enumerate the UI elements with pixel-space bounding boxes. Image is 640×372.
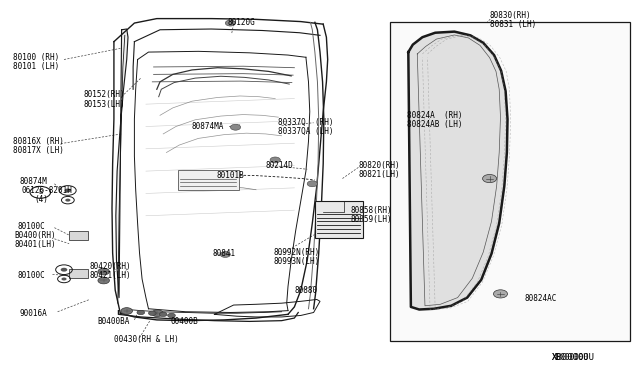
- Text: 80858(RH): 80858(RH): [351, 206, 392, 215]
- Circle shape: [98, 268, 109, 275]
- Bar: [390, 22, 630, 341]
- Text: 80874M: 80874M: [19, 177, 47, 186]
- Text: 80874MA: 80874MA: [192, 122, 225, 131]
- Circle shape: [159, 312, 167, 317]
- Text: 80337QA (LH): 80337QA (LH): [278, 127, 334, 136]
- Circle shape: [137, 310, 145, 315]
- Text: XB00000U: XB00000U: [552, 353, 595, 362]
- Circle shape: [230, 124, 241, 130]
- Text: 80824AB (LH): 80824AB (LH): [407, 120, 463, 129]
- Text: 00400B: 00400B: [170, 317, 198, 326]
- Circle shape: [65, 199, 70, 202]
- Circle shape: [307, 181, 317, 187]
- Circle shape: [493, 290, 508, 298]
- Text: 80993N(LH): 80993N(LH): [273, 257, 319, 266]
- Circle shape: [98, 277, 109, 284]
- Text: 80101 (LH): 80101 (LH): [13, 62, 59, 71]
- Text: 80214D: 80214D: [266, 161, 293, 170]
- Circle shape: [270, 157, 280, 163]
- Text: 80153(LH): 80153(LH): [83, 100, 125, 109]
- Polygon shape: [408, 32, 508, 310]
- Text: 80100C: 80100C: [18, 271, 45, 280]
- Polygon shape: [116, 29, 128, 298]
- Text: 06126-8201H: 06126-8201H: [21, 186, 72, 195]
- Circle shape: [61, 278, 67, 280]
- Text: 80841: 80841: [212, 249, 236, 258]
- Text: 80816X (RH): 80816X (RH): [13, 137, 63, 146]
- Text: 80100C: 80100C: [18, 222, 45, 231]
- Text: 80101B: 80101B: [216, 171, 244, 180]
- Text: 80824A  (RH): 80824A (RH): [407, 111, 463, 120]
- Text: B0400BA: B0400BA: [97, 317, 130, 326]
- Bar: [315, 201, 363, 238]
- Circle shape: [220, 251, 230, 257]
- Bar: [69, 231, 88, 240]
- Circle shape: [225, 20, 236, 26]
- Text: 80880: 80880: [294, 286, 317, 295]
- Circle shape: [168, 313, 175, 318]
- Text: 80824AC: 80824AC: [525, 294, 557, 303]
- Text: 80120G: 80120G: [227, 18, 255, 27]
- Text: 80817X (LH): 80817X (LH): [13, 146, 63, 155]
- Text: 80401(LH): 80401(LH): [14, 240, 56, 249]
- Text: 80337Q  (RH): 80337Q (RH): [278, 118, 334, 127]
- Text: 80421(LH): 80421(LH): [90, 271, 131, 280]
- Circle shape: [61, 268, 67, 272]
- Text: 80420(RH): 80420(RH): [90, 262, 131, 271]
- Text: 80830(RH): 80830(RH): [490, 11, 531, 20]
- Text: 80152(RH): 80152(RH): [83, 90, 125, 99]
- Text: B0400(RH): B0400(RH): [14, 231, 56, 240]
- Text: 00430(RH & LH): 00430(RH & LH): [114, 335, 179, 344]
- Text: 80992N(RH): 80992N(RH): [273, 248, 319, 257]
- Text: 80820(RH): 80820(RH): [358, 161, 400, 170]
- Circle shape: [483, 174, 497, 183]
- Bar: [178, 170, 239, 190]
- Bar: [69, 269, 88, 278]
- Text: 90016A: 90016A: [19, 309, 47, 318]
- Text: 80831 (LH): 80831 (LH): [490, 20, 536, 29]
- Circle shape: [121, 308, 132, 314]
- Text: (4): (4): [34, 195, 48, 204]
- Text: 80821(LH): 80821(LH): [358, 170, 400, 179]
- Circle shape: [148, 311, 156, 315]
- Circle shape: [152, 310, 163, 317]
- Text: 80859(LH): 80859(LH): [351, 215, 392, 224]
- Text: 80100 (RH): 80100 (RH): [13, 53, 59, 62]
- Text: B: B: [38, 189, 42, 195]
- Text: XB00000U: XB00000U: [552, 353, 589, 362]
- Circle shape: [65, 189, 71, 192]
